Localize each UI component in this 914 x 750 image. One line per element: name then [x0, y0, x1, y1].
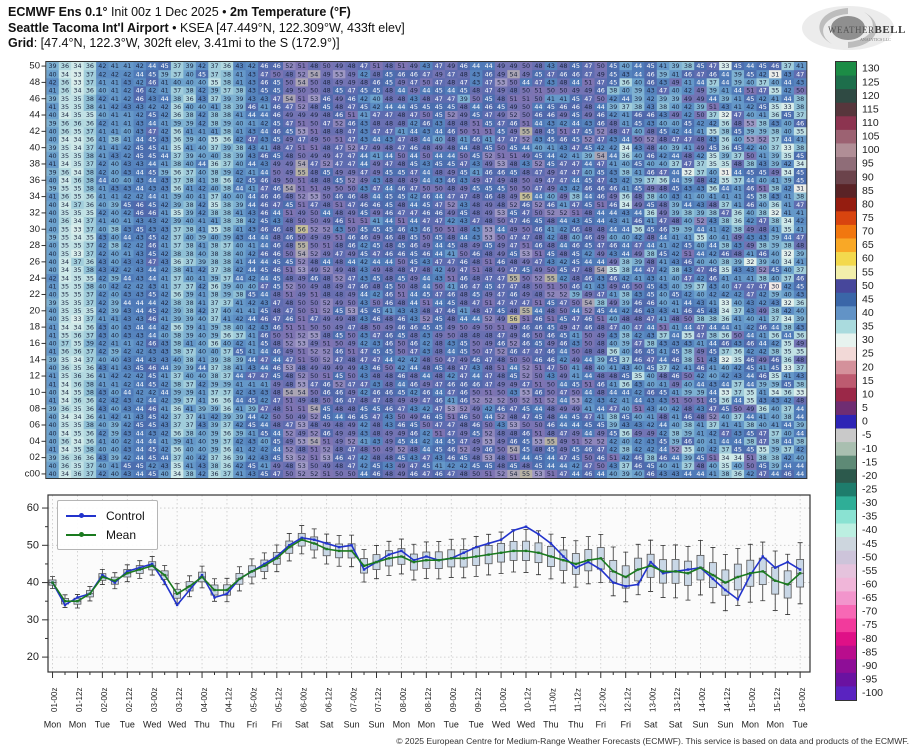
control-line-swatch [66, 512, 96, 518]
copyright-text: © 2025 European Centre for Medium-Range … [396, 736, 909, 746]
meteogram-legend: Control Mean [57, 500, 158, 550]
mean-line-swatch [66, 531, 96, 537]
legend-item-mean: Mean [66, 525, 145, 544]
legend-item-control: Control [66, 506, 145, 525]
legend-mean-label: Mean [106, 527, 137, 542]
legend-control-label: Control [106, 508, 145, 523]
